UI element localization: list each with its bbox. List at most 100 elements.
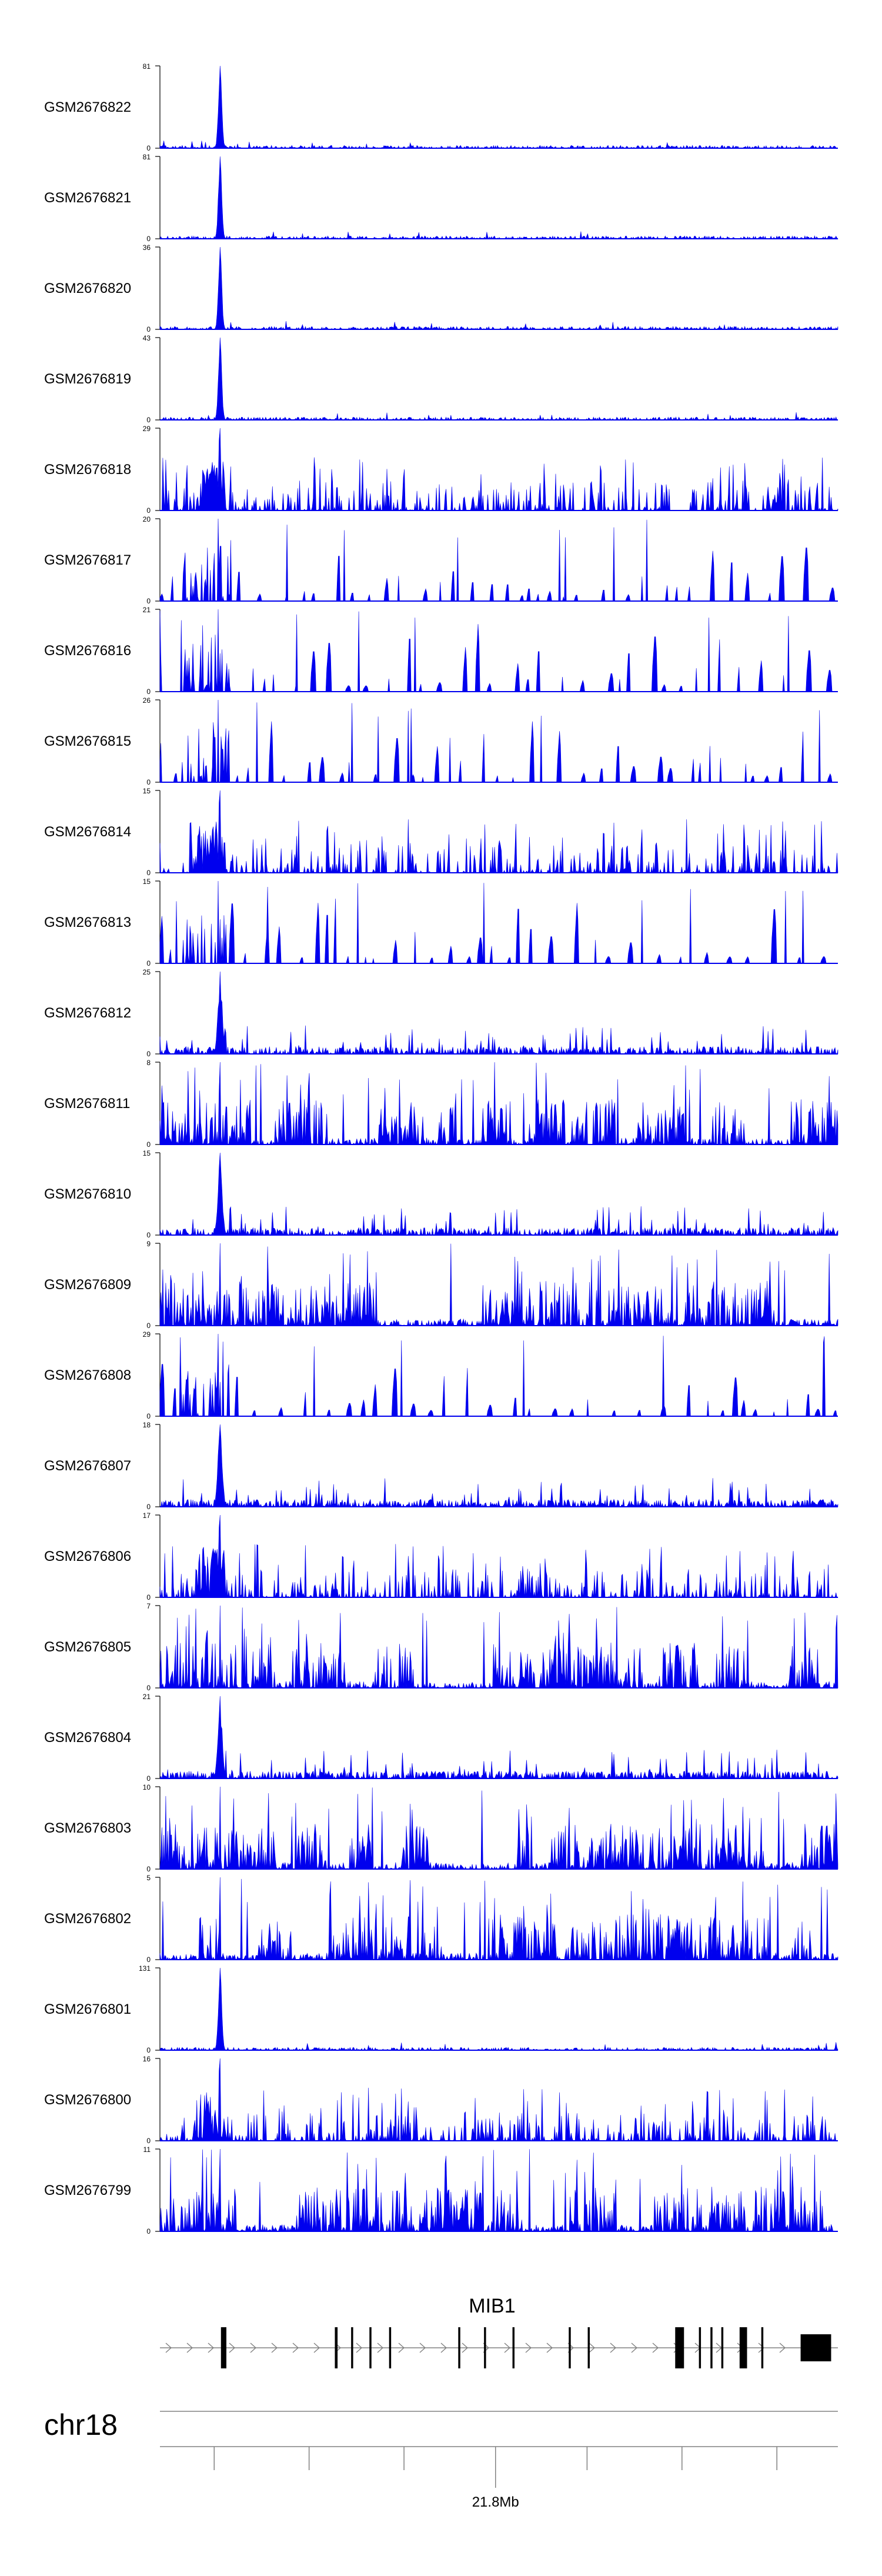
- y-max-tick: 43: [143, 334, 151, 342]
- strand-arrow: [758, 2343, 765, 2353]
- y-min-tick: 0: [146, 1140, 151, 1149]
- signal-area: [159, 1967, 838, 2051]
- track-label: GSM2676807: [44, 1458, 131, 1474]
- strand-arrow: [208, 2343, 215, 2353]
- track-GSM2676817: GSM2676817 20 0: [44, 515, 838, 605]
- signal-area: [159, 518, 838, 602]
- position-tick-label: 21.8Mb: [472, 2494, 519, 2510]
- gene-exon: [335, 2327, 338, 2368]
- strand-arrow: [292, 2343, 299, 2353]
- track-GSM2676801: GSM2676801 131 0: [44, 1964, 838, 2054]
- y-min-tick: 0: [146, 1322, 151, 1330]
- track-GSM2676811: GSM2676811 8 0: [44, 1059, 838, 1149]
- y-max-tick: 15: [143, 877, 151, 886]
- y-max-tick: 81: [143, 153, 151, 161]
- track-label: GSM2676820: [44, 281, 131, 296]
- track-label: GSM2676819: [44, 371, 131, 387]
- strand-arrow: [313, 2343, 320, 2353]
- track-GSM2676803: GSM2676803 10 0: [44, 1783, 838, 1873]
- track-label: GSM2676815: [44, 733, 131, 749]
- y-max-tick: 15: [143, 787, 151, 795]
- signal-area: [159, 1152, 838, 1236]
- y-min-tick: 0: [146, 778, 151, 786]
- track-GSM2676799: GSM2676799 11 0: [44, 2145, 838, 2235]
- gene-exon: [800, 2334, 831, 2361]
- gene-exon: [369, 2327, 372, 2368]
- y-min-tick: 0: [146, 1684, 151, 1692]
- y-min-tick: 0: [146, 2227, 151, 2235]
- y-min-tick: 0: [146, 2137, 151, 2145]
- track-GSM2676821: GSM2676821 81 0: [44, 153, 838, 243]
- y-max-tick: 81: [143, 62, 151, 71]
- track-label: GSM2676822: [44, 99, 131, 115]
- strand-arrow: [356, 2343, 363, 2353]
- track-GSM2676819: GSM2676819 43 0: [44, 334, 838, 424]
- track-label: GSM2676814: [44, 824, 131, 840]
- track-label: GSM2676800: [44, 2092, 131, 2108]
- signal-area: [159, 1243, 838, 1326]
- y-min-tick: 0: [146, 1865, 151, 1873]
- signal-area: [159, 156, 838, 239]
- y-min-tick: 0: [146, 1956, 151, 1964]
- signal-area: [159, 609, 838, 692]
- y-min-tick: 0: [146, 2046, 151, 2054]
- track-GSM2676807: GSM2676807 18 0: [44, 1421, 838, 1511]
- signal-area: [159, 1877, 838, 1961]
- strand-arrow: [462, 2343, 469, 2353]
- track-GSM2676822: GSM2676822 81 0: [44, 62, 838, 152]
- y-max-tick: 7: [146, 1602, 151, 1610]
- gene-exon: [220, 2327, 226, 2368]
- y-min-tick: 0: [146, 144, 151, 152]
- track-label: GSM2676806: [44, 1549, 131, 1564]
- strand-arrow: [377, 2343, 384, 2353]
- y-min-tick: 0: [146, 869, 151, 877]
- y-max-tick: 9: [146, 1240, 151, 1248]
- track-GSM2676812: GSM2676812 25 0: [44, 968, 838, 1058]
- track-label: GSM2676802: [44, 1911, 131, 1927]
- signal-area: [159, 880, 838, 964]
- strand-arrow: [631, 2343, 638, 2353]
- gene-exon: [739, 2327, 747, 2368]
- gene-exon: [484, 2327, 486, 2368]
- y-min-tick: 0: [146, 1593, 151, 1601]
- strand-arrow: [546, 2343, 553, 2353]
- track-GSM2676813: GSM2676813 15 0: [44, 877, 838, 967]
- strand-arrow: [250, 2343, 257, 2353]
- track-label: GSM2676804: [44, 1730, 131, 1746]
- track-GSM2676800: GSM2676800 16 0: [44, 2055, 838, 2145]
- signal-area: [159, 790, 838, 874]
- gene-exon: [710, 2327, 713, 2368]
- gene-exon: [351, 2327, 353, 2368]
- track-label: GSM2676818: [44, 462, 131, 478]
- track-label: GSM2676812: [44, 1005, 131, 1021]
- gene-exon: [587, 2327, 590, 2368]
- signal-area: [159, 1514, 838, 1599]
- gene-exon: [389, 2327, 392, 2368]
- strand-arrow: [504, 2343, 511, 2353]
- strand-arrow: [419, 2343, 426, 2353]
- strand-arrow: [440, 2343, 447, 2353]
- strand-arrow: [589, 2343, 596, 2353]
- y-min-tick: 0: [146, 597, 151, 605]
- gene-exon: [512, 2327, 515, 2368]
- track-label: GSM2676808: [44, 1367, 131, 1383]
- strand-arrow: [186, 2343, 193, 2353]
- y-max-tick: 8: [146, 1059, 151, 1067]
- chromosome-label: chr18: [44, 2408, 118, 2441]
- y-min-tick: 0: [146, 325, 151, 333]
- gene-exon: [761, 2327, 764, 2368]
- track-label: GSM2676811: [44, 1096, 130, 1112]
- gene-name: MIB1: [469, 2295, 515, 2317]
- y-max-tick: 25: [143, 968, 151, 976]
- y-max-tick: 18: [143, 1421, 151, 1429]
- track-GSM2676818: GSM2676818 29 0: [44, 425, 838, 515]
- gene-annotation-track: MIB1: [160, 2295, 838, 2368]
- track-GSM2676806: GSM2676806 17 0: [44, 1511, 838, 1601]
- strand-arrow: [165, 2343, 172, 2353]
- track-GSM2676815: GSM2676815 26 0: [44, 696, 838, 786]
- signal-area: [159, 2058, 838, 2142]
- track-GSM2676816: GSM2676816 21 0: [44, 606, 838, 696]
- y-min-tick: 0: [146, 506, 151, 515]
- gene-exon: [569, 2327, 571, 2368]
- strand-arrow: [652, 2343, 659, 2353]
